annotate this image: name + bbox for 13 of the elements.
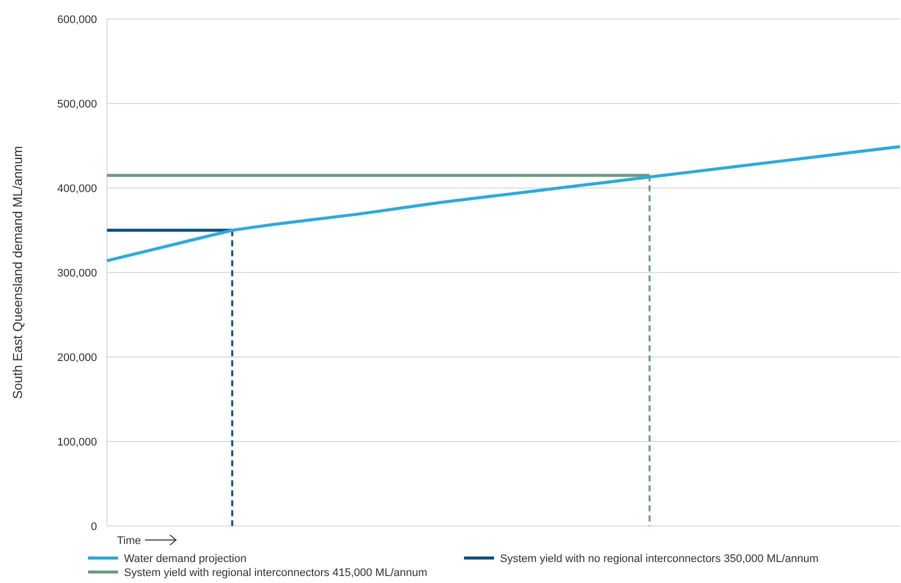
legend-label: System yield with no regional interconnectors 350,000 ML/annum: [500, 552, 819, 565]
y-tick-label: 300,000: [57, 267, 97, 280]
y-axis-title: South East Queensland demand ML/annum: [10, 146, 25, 399]
y-tick-label: 400,000: [57, 182, 97, 195]
legend-label: Water demand projection: [124, 552, 246, 565]
y-tick-label: 500,000: [57, 98, 97, 110]
line-series: [106, 145, 901, 262]
y-tick-label: 100,000: [57, 436, 97, 448]
y-tick-label: 200,000: [57, 352, 97, 364]
x-axis-title: Time: [117, 534, 142, 547]
legend-label: System yield with regional interconnectors 415,000 ML/annum: [124, 566, 428, 579]
y-tick-label: 0: [90, 520, 97, 533]
y-tick-label: 600,000: [57, 14, 97, 26]
